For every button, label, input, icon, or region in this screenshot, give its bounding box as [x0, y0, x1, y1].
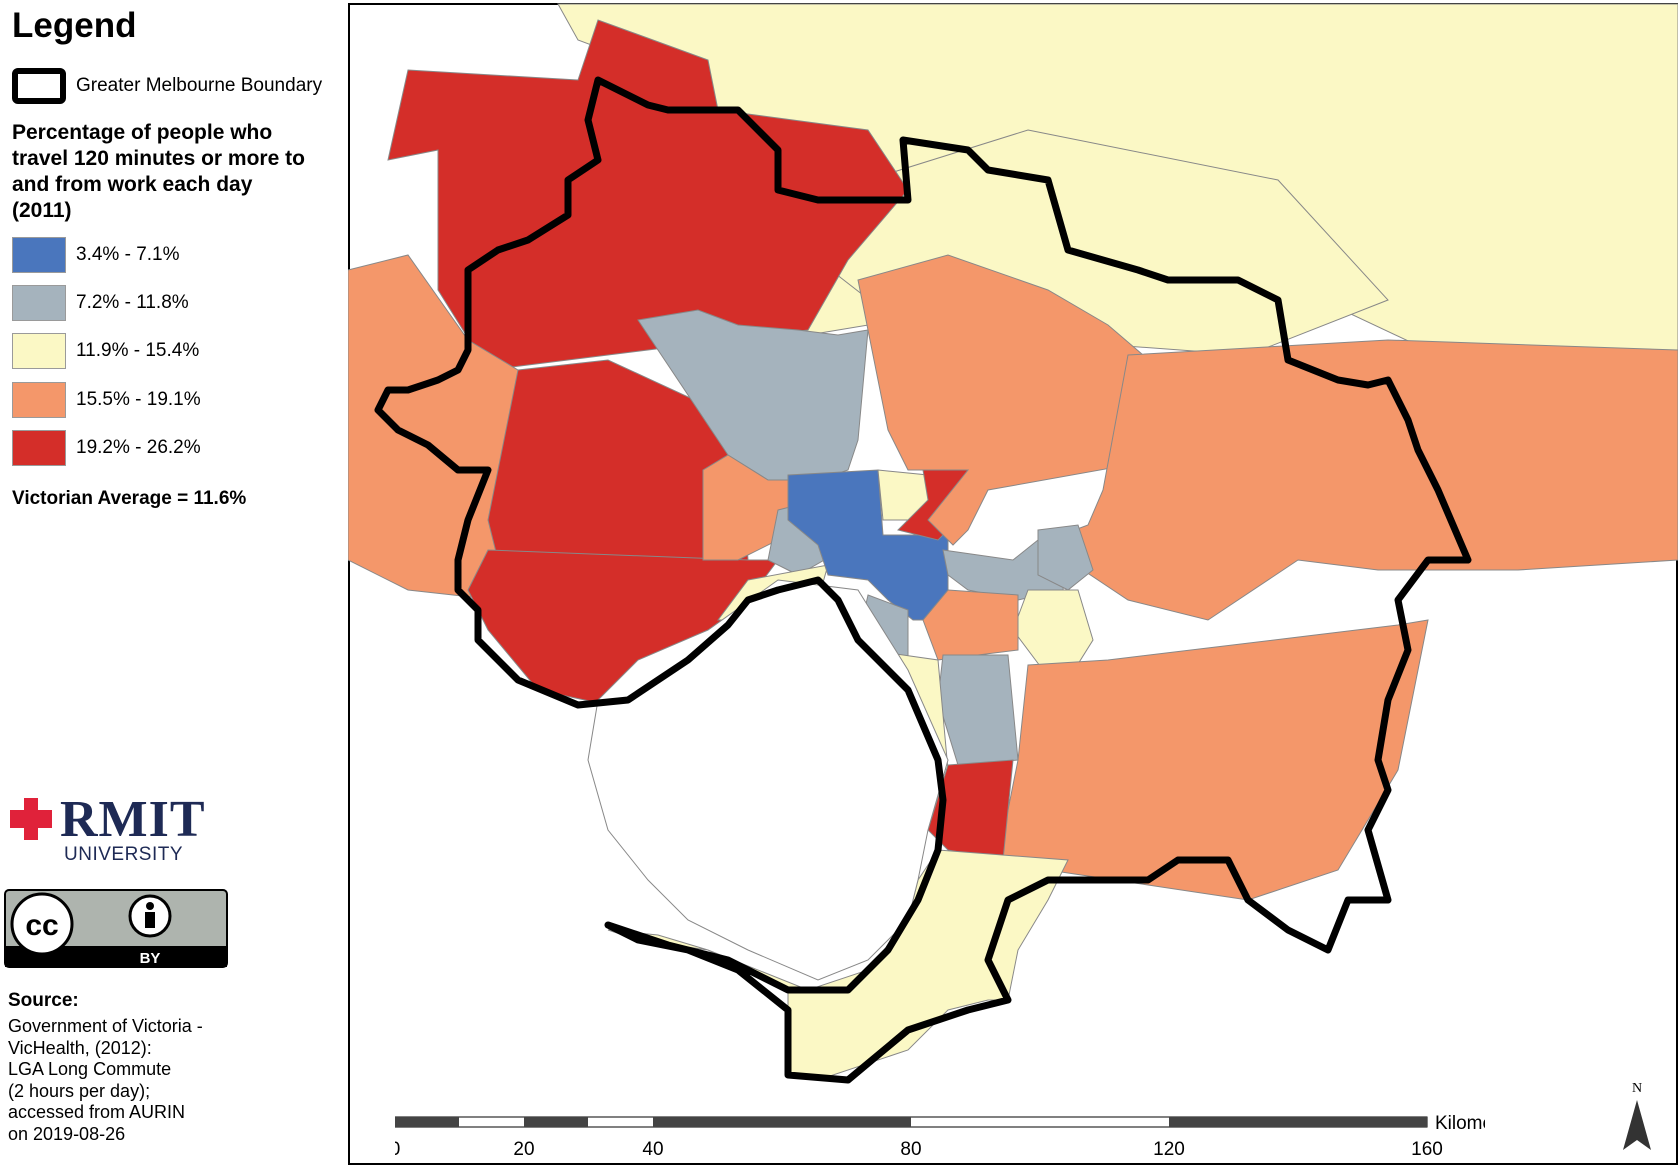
source-text: Government of Victoria - VicHealth, (201…: [8, 1016, 238, 1145]
boundary-label: Greater Melbourne Boundary: [76, 75, 323, 96]
legend-class: 7.2% - 11.8%: [12, 285, 332, 323]
source-line: VicHealth, (2012):: [8, 1037, 152, 1058]
source-line: (2 hours per day);: [8, 1080, 151, 1101]
class-swatch: [12, 237, 66, 273]
legend-heading-line: (2011): [12, 199, 72, 222]
cc-by-badge: cc BY: [4, 889, 228, 968]
class-swatch: [12, 430, 66, 466]
rmit-logo: RMIT UNIVERSITY: [8, 790, 208, 870]
logo-word: RMIT: [60, 791, 206, 848]
class-label: 15.5% - 19.1%: [76, 389, 201, 410]
cc-by-label: BY: [140, 950, 161, 967]
class-swatch: [12, 333, 66, 369]
source-line: Government of Victoria -: [8, 1016, 203, 1036]
north-label: N: [1632, 1081, 1642, 1096]
class-label: 19.2% - 26.2%: [76, 437, 201, 458]
legend-heading: Percentage of people who travel 120 minu…: [12, 120, 332, 224]
logo-sub: UNIVERSITY: [64, 844, 184, 865]
class-label: 7.2% - 11.8%: [76, 292, 189, 313]
cc-icon: [10, 892, 74, 956]
region-bay-white: [587, 579, 949, 981]
legend-heading-line: travel 120 minutes or more to: [12, 147, 305, 170]
scale-tick: 80: [900, 1139, 921, 1160]
scale-tick: 120: [1153, 1139, 1185, 1160]
source-line: accessed from AURIN: [8, 1102, 186, 1122]
scale-tick: 40: [642, 1139, 663, 1160]
legend-class: 3.4% - 7.1%: [12, 237, 332, 275]
class-swatch: [12, 382, 66, 418]
scale-tick: 160: [1411, 1139, 1443, 1160]
lga-regions: [348, 3, 1678, 1081]
svg-text:cc: cc: [25, 909, 58, 942]
boundary-swatch: [12, 68, 66, 104]
class-swatch: [12, 285, 66, 321]
greater-melbourne-boundary: [374, 76, 1472, 1084]
north-arrow-icon: N: [1623, 1081, 1651, 1150]
legend-title: Legend: [12, 6, 137, 45]
scale-tick: 20: [513, 1139, 534, 1160]
map-frame: [348, 3, 1678, 1165]
source-heading: Source:: [8, 990, 79, 1011]
legend-heading-line: and from work each day: [12, 173, 253, 196]
region-east-orange: [1047, 339, 1678, 621]
legend-heading-line: Percentage of people who: [12, 121, 273, 144]
class-label: 3.4% - 7.1%: [76, 244, 180, 265]
scale-unit: Kilometres: [1435, 1115, 1485, 1134]
scale-bar: Kilometres 0 20 40 80 120 160: [395, 1115, 1485, 1160]
source-line: LGA Long Commute: [8, 1059, 172, 1079]
legend-class: 19.2% - 26.2%: [12, 430, 332, 468]
class-label: 11.9% - 15.4%: [76, 340, 200, 361]
region-northwest-red: [387, 19, 909, 371]
legend-class: 11.9% - 15.4%: [12, 333, 332, 371]
scale-tick: 0: [395, 1139, 400, 1160]
legend-class: 15.5% - 19.1%: [12, 382, 332, 420]
rmit-pixel-icon: [10, 798, 52, 840]
source-line: on 2019-08-26: [8, 1123, 126, 1144]
region-grey-east2: [1037, 524, 1094, 591]
region-northeast-orange: [857, 254, 1144, 546]
victorian-average: Victorian Average = 11.6%: [12, 488, 247, 509]
